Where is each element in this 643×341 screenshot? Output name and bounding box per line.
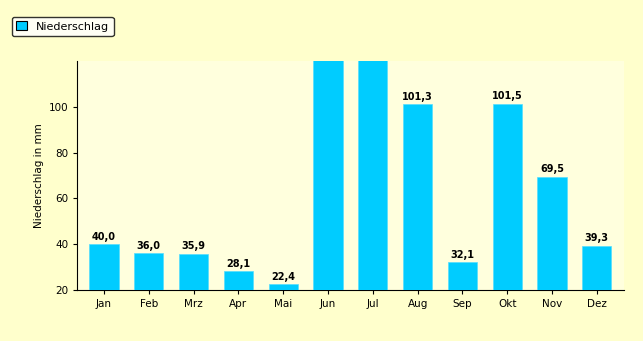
Bar xyxy=(314,27,343,336)
Text: 32,1: 32,1 xyxy=(451,250,475,260)
Text: 28,1: 28,1 xyxy=(226,259,251,269)
Bar xyxy=(448,262,477,336)
Legend: Niederschlag: Niederschlag xyxy=(12,17,114,36)
Text: 40,0: 40,0 xyxy=(92,232,116,242)
Bar xyxy=(134,253,163,336)
Bar xyxy=(358,27,387,336)
Text: 101,3: 101,3 xyxy=(403,92,433,102)
Bar xyxy=(89,244,118,336)
Bar xyxy=(583,246,611,336)
Text: 39,3: 39,3 xyxy=(585,234,609,243)
Bar xyxy=(224,271,253,336)
Bar xyxy=(269,284,298,336)
Text: 36,0: 36,0 xyxy=(137,241,161,251)
Bar xyxy=(493,104,521,336)
Y-axis label: Niederschlag in mm: Niederschlag in mm xyxy=(34,123,44,228)
Bar xyxy=(403,104,432,336)
Text: 35,9: 35,9 xyxy=(181,241,206,251)
Text: 69,5: 69,5 xyxy=(540,164,564,175)
Text: 22,4: 22,4 xyxy=(271,272,295,282)
Bar xyxy=(538,177,566,336)
Text: 101,5: 101,5 xyxy=(492,91,523,101)
Bar xyxy=(179,253,208,336)
